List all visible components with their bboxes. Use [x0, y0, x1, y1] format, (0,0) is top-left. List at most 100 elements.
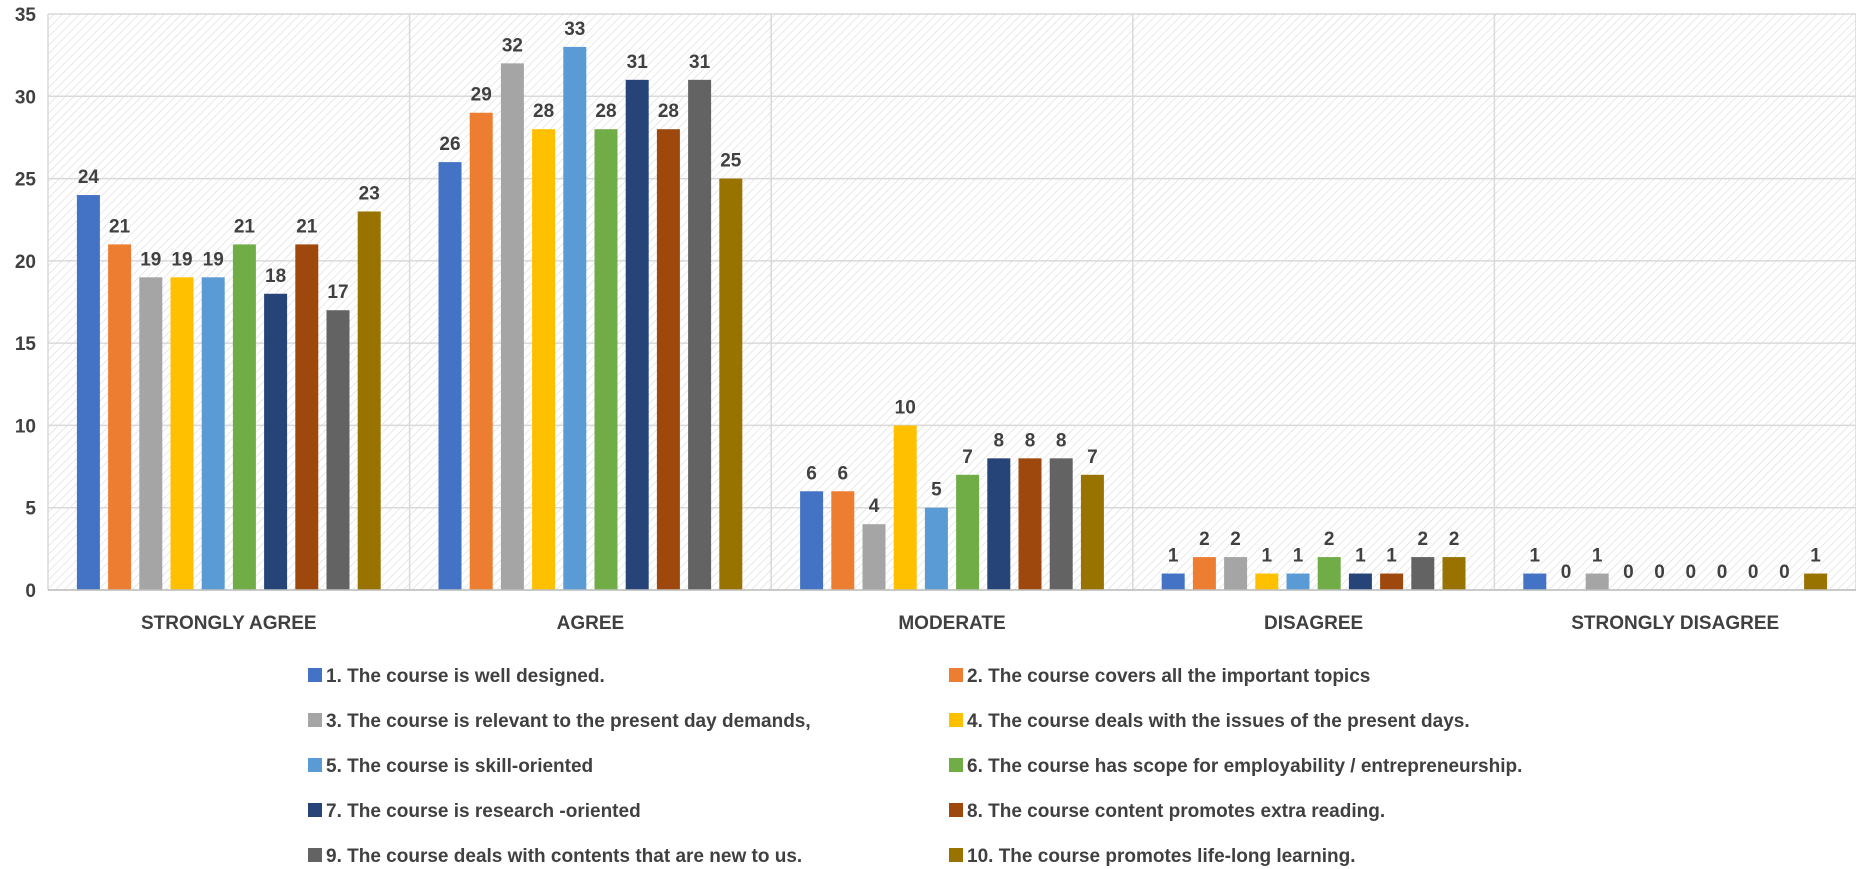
- data-label: 5: [931, 480, 942, 501]
- data-label: 19: [140, 249, 161, 270]
- bar: [831, 491, 855, 590]
- bar: [862, 524, 886, 590]
- bar: [1286, 573, 1310, 590]
- legend-label: 7. The course is research -oriented: [326, 801, 641, 822]
- data-label: 26: [439, 134, 460, 155]
- data-label: 2: [1449, 529, 1460, 550]
- data-label: 21: [109, 216, 131, 237]
- legend-swatch: [949, 758, 963, 772]
- data-label: 1: [1168, 546, 1179, 567]
- bar: [1255, 573, 1279, 590]
- bar: [956, 474, 980, 590]
- data-label: 0: [1686, 562, 1697, 583]
- data-label: 32: [502, 35, 523, 56]
- bar: [1442, 557, 1466, 590]
- y-tick-label: 15: [15, 334, 37, 355]
- bar: [987, 458, 1011, 590]
- y-tick-label: 10: [15, 416, 36, 437]
- legend-label: 3. The course is relevant to the present…: [326, 711, 811, 732]
- legend-swatch: [308, 848, 322, 862]
- data-label: 2: [1324, 529, 1335, 550]
- bar: [108, 244, 132, 590]
- data-label: 1: [1355, 546, 1366, 567]
- data-label: 0: [1654, 562, 1665, 583]
- legend-label: 6. The course has scope for employabilit…: [967, 756, 1522, 777]
- bar: [438, 162, 462, 590]
- data-label: 0: [1561, 562, 1572, 583]
- data-label: 2: [1230, 529, 1241, 550]
- data-label: 8: [1056, 430, 1067, 451]
- data-label: 1: [1386, 546, 1397, 567]
- data-label: 2: [1199, 529, 1210, 550]
- bar: [1317, 557, 1341, 590]
- legend-swatch: [308, 758, 322, 772]
- data-label: 1: [1262, 546, 1273, 567]
- bar: [625, 79, 649, 590]
- bar: [232, 244, 256, 590]
- bar: [924, 507, 948, 590]
- data-label: 21: [234, 216, 256, 237]
- data-label: 8: [994, 430, 1005, 451]
- bar: [76, 195, 100, 590]
- legend-label: 9. The course deals with contents that a…: [326, 846, 802, 867]
- legend-label: 10. The course promotes life-long learni…: [967, 846, 1356, 867]
- legend-swatch: [949, 848, 963, 862]
- legend-swatch: [308, 803, 322, 817]
- legend-swatch: [308, 713, 322, 727]
- data-label: 2: [1418, 529, 1429, 550]
- x-category-label: STRONGLY DISAGREE: [1571, 613, 1779, 634]
- bar: [1161, 573, 1185, 590]
- legend: 1. The course is well designed. 2. The co…: [308, 666, 1522, 867]
- data-label: 31: [689, 52, 711, 73]
- bar: [1380, 573, 1404, 590]
- data-label: 0: [1748, 562, 1759, 583]
- bar: [1804, 573, 1828, 590]
- bar: [1018, 458, 1042, 590]
- bar: [1348, 573, 1372, 590]
- bar: [1523, 573, 1547, 590]
- bar: [1049, 458, 1073, 590]
- y-axis: 0 5 10 15 20 25 30 35: [15, 5, 37, 602]
- bar: [469, 112, 493, 590]
- data-label: 6: [838, 463, 849, 484]
- y-tick-label: 5: [25, 499, 36, 520]
- bar: [326, 310, 350, 590]
- bar: [264, 293, 288, 590]
- data-label: 8: [1025, 430, 1036, 451]
- bar: [563, 46, 587, 590]
- bars: [76, 46, 1828, 591]
- x-axis: STRONGLY AGREE AGREE MODERATE DISAGREE STRON…: [48, 589, 1856, 634]
- y-tick-label: 0: [25, 581, 36, 602]
- y-tick-label: 25: [15, 170, 37, 191]
- bar: [893, 425, 917, 590]
- y-tick-label: 30: [15, 87, 36, 108]
- bar: [594, 129, 618, 590]
- bar: [1192, 557, 1216, 590]
- bar: [532, 129, 556, 590]
- data-label: 28: [658, 101, 679, 122]
- legend-label: 5. The course is skill-oriented: [326, 756, 593, 777]
- data-label: 1: [1293, 546, 1304, 567]
- data-label: 23: [359, 183, 380, 204]
- bar: [500, 63, 524, 590]
- data-label: 28: [533, 101, 554, 122]
- data-label: 19: [203, 249, 224, 270]
- data-label: 24: [78, 167, 100, 188]
- legend-swatch: [949, 668, 963, 682]
- legend-label: 8. The course content promotes extra rea…: [967, 801, 1385, 822]
- legend-swatch: [308, 668, 322, 682]
- bar: [719, 178, 743, 591]
- y-tick-label: 20: [15, 252, 36, 273]
- bar: [295, 244, 319, 590]
- data-label: 0: [1717, 562, 1728, 583]
- data-label: 1: [1592, 546, 1603, 567]
- data-label: 19: [171, 249, 192, 270]
- bar: [1224, 557, 1248, 590]
- data-label: 0: [1623, 562, 1634, 583]
- x-category-label: DISAGREE: [1264, 613, 1363, 634]
- bar: [1585, 573, 1609, 590]
- data-label: 21: [296, 216, 318, 237]
- plot-area: [48, 14, 1856, 590]
- data-label: 29: [471, 85, 492, 106]
